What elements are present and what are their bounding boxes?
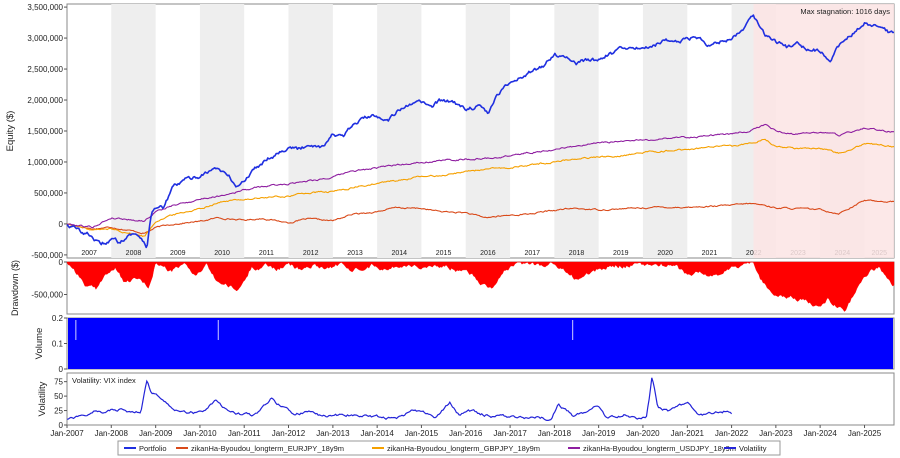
time-tick-label: Jan-2011 (228, 429, 261, 438)
equity-ytick-label: 2,500,000 (27, 65, 63, 74)
volatility-ytick-label: 50 (54, 392, 63, 401)
volume-fill (68, 318, 893, 369)
time-tick-label: Jan-2023 (759, 429, 793, 438)
year-label: 2016 (480, 250, 496, 257)
time-tick-label: Jan-2016 (449, 429, 483, 438)
volatility-annotation: Volatility: VIX index (72, 376, 136, 385)
year-label: 2019 (613, 250, 629, 257)
time-tick-label: Jan-2017 (493, 429, 527, 438)
year-label: 2020 (657, 250, 673, 257)
stagnation-region (753, 4, 894, 258)
year-band (288, 4, 333, 258)
time-tick-label: Jan-2020 (626, 429, 660, 438)
equity-ytick-label: -500,000 (31, 251, 63, 260)
volume-ytick-label: 0.1 (52, 340, 64, 349)
legend-label-eurjpy: zikanHa-Byoudou_longterm_EURJPY_18y9m (191, 444, 344, 453)
time-tick-label: Jan-2015 (405, 429, 439, 438)
time-tick-label: Jan-2008 (95, 429, 129, 438)
series-line-portfolio (66, 14, 895, 249)
year-band (199, 4, 245, 258)
time-tick-label: Jan-2014 (360, 429, 394, 438)
equity-ytick-label: 1,500,000 (27, 127, 63, 136)
year-label: 2007 (81, 250, 97, 257)
volatility-axis-label: Volatility (37, 381, 48, 416)
year-label: 2014 (392, 250, 408, 257)
equity-ytick-label: 3,000,000 (27, 34, 63, 43)
year-label: 2013 (347, 250, 363, 257)
drawdown-ytick-label: -500,000 (31, 291, 63, 300)
year-label: 2010 (214, 250, 230, 257)
legend-label-volatility: Volatility (739, 444, 767, 453)
year-label: 2009 (170, 250, 186, 257)
time-tick-label: Jan-2013 (316, 429, 350, 438)
volume-axis-label: Volume (34, 328, 45, 360)
series-line-usdjpy (66, 123, 894, 229)
volatility-ytick-label: 0 (59, 421, 64, 430)
time-tick-label: Jan-2007 (50, 429, 84, 438)
equity-ytick-label: 500,000 (34, 189, 63, 198)
volatility-line (66, 377, 733, 421)
time-tick-label: Jan-2009 (139, 429, 173, 438)
year-band (111, 4, 156, 258)
legend-label-portfolio: Portfolio (139, 444, 167, 453)
time-tick-label: Jan-2010 (183, 429, 217, 438)
time-tick-label: Jan-2024 (803, 429, 837, 438)
time-tick-label: Jan-2025 (848, 429, 882, 438)
legend-label-usdjpy: zikanHa-Byoudou_longterm_USDJPY_18y9m (583, 444, 736, 453)
volatility-plot-area (66, 372, 895, 426)
year-label: 2015 (436, 250, 452, 257)
time-tick-label: Jan-2019 (582, 429, 616, 438)
year-band (465, 4, 511, 258)
time-tick-label: Jan-2022 (715, 429, 749, 438)
year-label: 2018 (569, 250, 585, 257)
series-line-gbpjpy (67, 138, 895, 237)
volume-ytick-label: 0.2 (52, 314, 64, 323)
equity-axis-label: Equity ($) (5, 111, 16, 152)
legend: Portfolio zikanHa-Byoudou_longterm_EURJPY… (117, 440, 781, 456)
volatility-ytick-label: 25 (54, 407, 63, 416)
equity-ytick-label: 0 (59, 220, 64, 229)
time-tick-label: Jan-2012 (272, 429, 306, 438)
equity-ytick-label: 1,000,000 (27, 158, 63, 167)
drawdown-ytick-label: 0 (59, 258, 64, 267)
year-label: 2021 (702, 250, 718, 257)
volatility-ytick-label: 75 (54, 378, 63, 387)
time-tick-label: Jan-2021 (671, 429, 705, 438)
equity-ytick-label: 2,000,000 (27, 96, 63, 105)
year-label: 2017 (524, 250, 540, 257)
legend-label-gbpjpy: zikanHa-Byoudou_longterm_GBPJPY_18y9m (387, 444, 540, 453)
equity-ytick-label: 3,500,000 (27, 3, 63, 12)
year-label: 2011 (259, 250, 274, 257)
stagnation-label: Max stagnation: 1016 days (800, 7, 890, 16)
year-band (377, 4, 422, 258)
time-tick-label: Jan-2018 (538, 429, 572, 438)
legend-box (117, 440, 781, 456)
year-band (554, 4, 599, 258)
series-line-eurjpy (66, 199, 895, 235)
drawdown-area (66, 261, 895, 312)
year-label: 2012 (303, 250, 319, 257)
year-label: 2008 (126, 250, 142, 257)
drawdown-axis-label: Drawdown ($) (10, 260, 20, 316)
volume-ytick-label: 0 (59, 365, 64, 374)
